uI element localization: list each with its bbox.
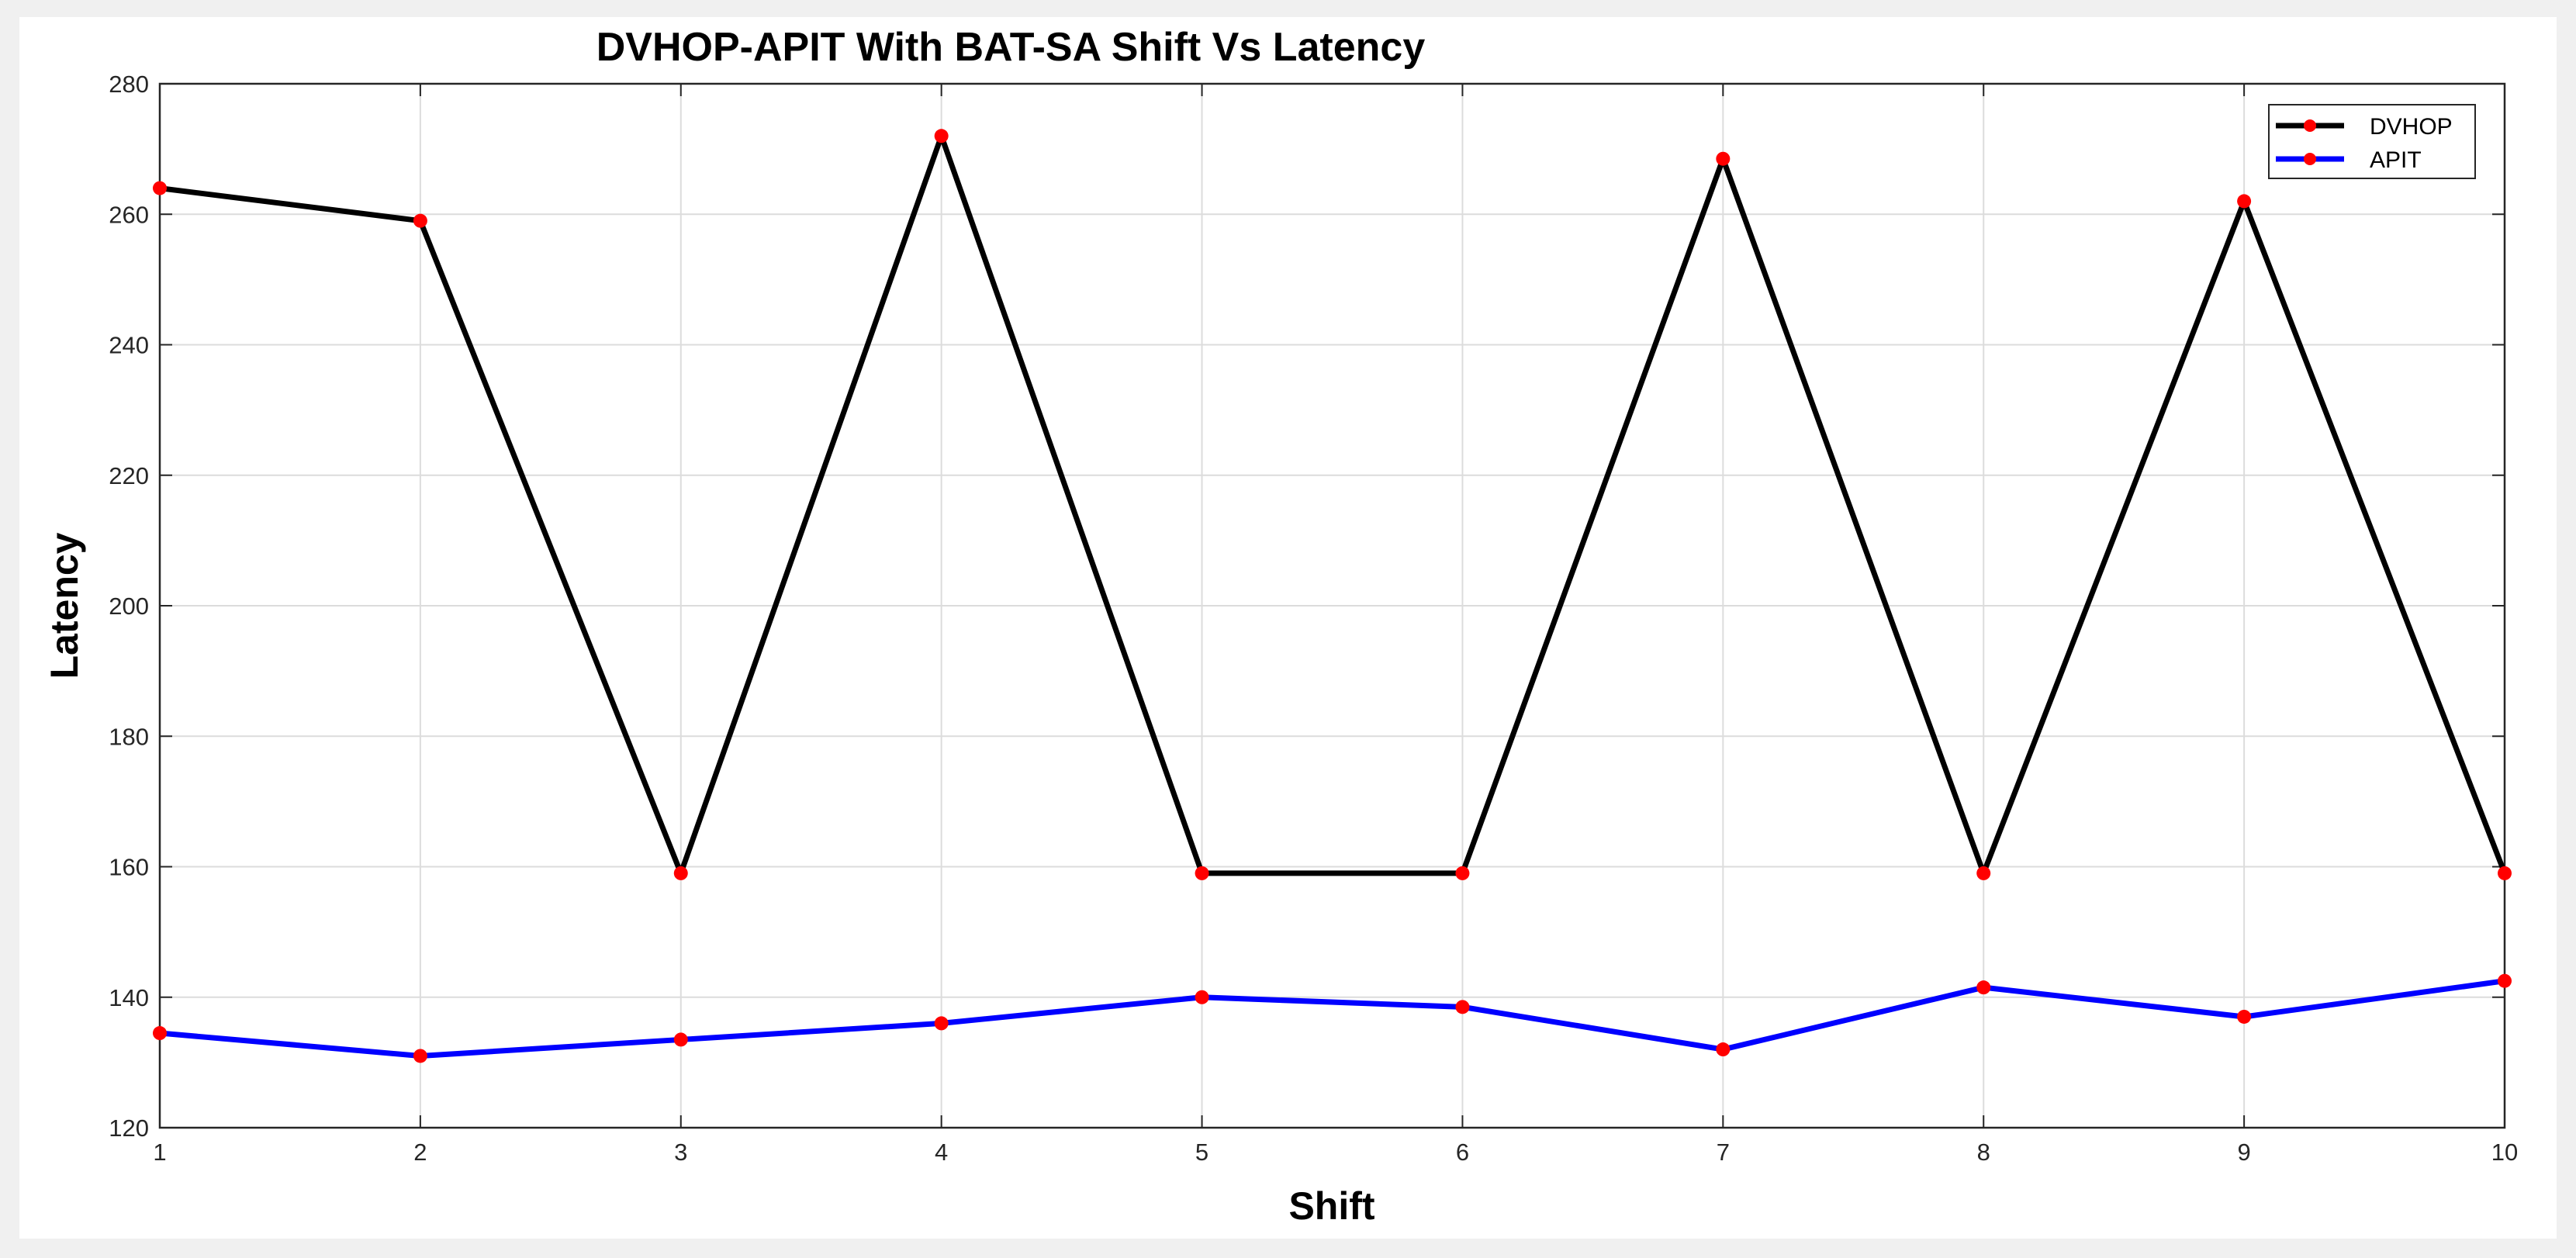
x-tick-label: 2	[413, 1139, 427, 1166]
data-point-apit	[1455, 1000, 1470, 1014]
axis-ticks: 1 2 3 4 5 6 7 8 9 10 120 140 160 180 200 220 240 260 280	[109, 71, 2518, 1166]
data-point-apit	[2498, 973, 2512, 988]
data-point-dvhop	[413, 213, 427, 228]
data-point-apit	[934, 1016, 949, 1031]
y-tick-label: 200	[109, 593, 149, 620]
series-line-dvhop	[159, 133, 2508, 876]
chart-title: DVHOP-APIT With BAT-SA Shift Vs Latency	[596, 25, 1426, 70]
data-point-apit	[673, 1032, 688, 1047]
data-point-dvhop	[2498, 866, 2512, 880]
data-point-dvhop	[934, 129, 949, 143]
x-tick-label: 6	[1456, 1139, 1469, 1166]
legend-marker-apit	[2304, 153, 2316, 165]
data-point-apit	[153, 1026, 167, 1041]
series-markers	[153, 129, 2512, 1063]
x-tick-label: 4	[935, 1139, 948, 1166]
x-tick-label: 9	[2237, 1139, 2250, 1166]
data-point-dvhop	[1455, 866, 1470, 880]
y-tick-label: 180	[109, 723, 149, 750]
x-tick-label: 7	[1717, 1139, 1730, 1166]
legend-marker-dvhop	[2304, 119, 2316, 132]
legend-label-dvhop: DVHOP	[2370, 114, 2453, 140]
x-tick-label: 8	[1977, 1139, 1990, 1166]
x-tick-label: 10	[2491, 1139, 2518, 1166]
series-line-apit	[159, 978, 2505, 1059]
x-axis-label: Shift	[1288, 1184, 1374, 1228]
data-point-apit	[1716, 1042, 1731, 1057]
data-point-apit	[413, 1049, 427, 1063]
data-point-apit	[1976, 980, 1991, 995]
y-axis-label: Latency	[43, 532, 86, 679]
data-point-dvhop	[153, 181, 167, 195]
y-tick-label: 120	[109, 1115, 149, 1142]
x-tick-label: 3	[674, 1139, 687, 1166]
x-tick-label: 1	[153, 1139, 166, 1166]
data-point-dvhop	[1976, 866, 1991, 880]
data-point-apit	[2237, 1009, 2252, 1024]
y-tick-label: 240	[109, 332, 149, 359]
y-tick-label: 260	[109, 201, 149, 228]
y-tick-label: 280	[109, 71, 149, 98]
data-point-dvhop	[2237, 194, 2252, 209]
legend-box	[2268, 104, 2476, 179]
series-lines	[159, 133, 2508, 1059]
y-tick-label: 220	[109, 462, 149, 489]
data-point-dvhop	[673, 866, 688, 880]
y-tick-label: 160	[109, 854, 149, 881]
y-tick-label: 140	[109, 984, 149, 1011]
figure-panel	[19, 17, 2557, 1239]
data-point-dvhop	[1195, 866, 1209, 880]
legend: DVHOP APIT	[2268, 104, 2476, 179]
data-point-dvhop	[1716, 151, 1731, 166]
data-point-apit	[1195, 990, 1209, 1004]
legend-label-apit: APIT	[2370, 147, 2422, 173]
x-tick-label: 5	[1195, 1139, 1208, 1166]
